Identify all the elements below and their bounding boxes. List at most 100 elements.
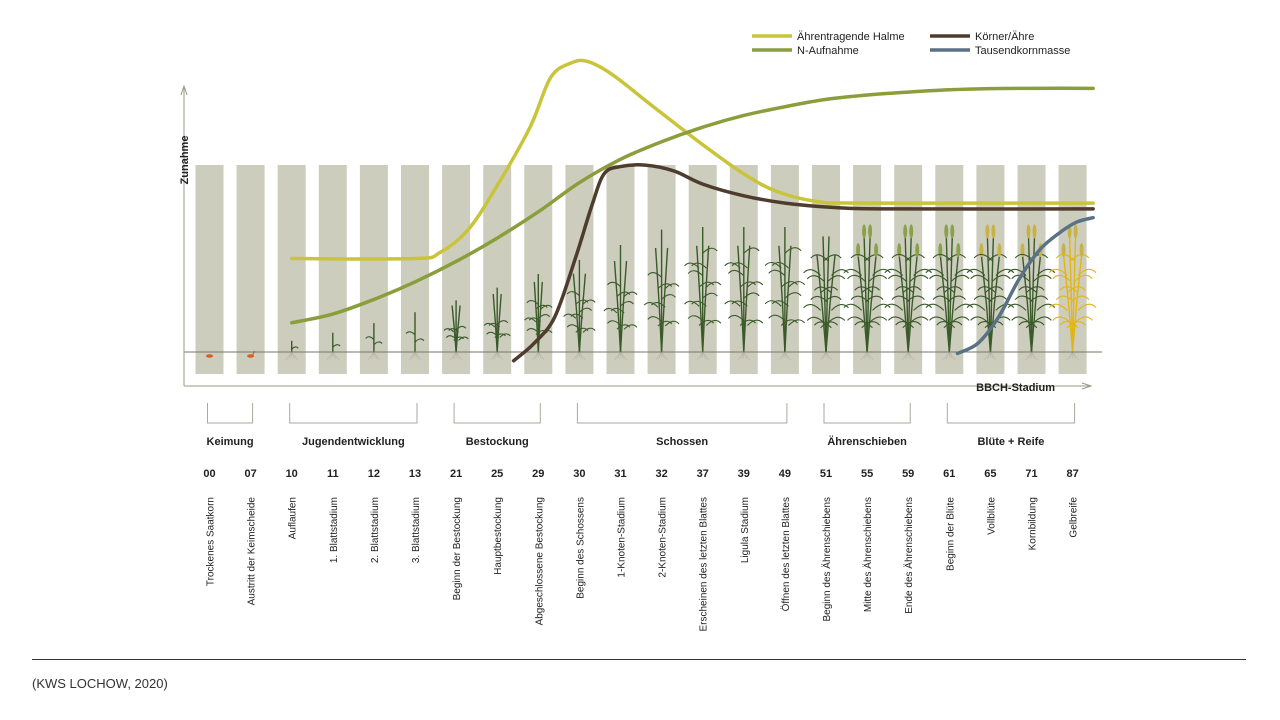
- plant-icon-13: [405, 312, 425, 361]
- footer-divider: [32, 659, 1246, 660]
- bbch-code-51: 51: [820, 468, 832, 480]
- bbch-codes: 00 07 10 11 12 13 21 25 29 30 31 32 37 39 49 51 55 59 61 65…: [203, 468, 1078, 480]
- bbch-code-31: 31: [614, 468, 626, 480]
- phase-label-5: Blüte + Reife: [977, 436, 1044, 448]
- phase-label-0: Keimung: [207, 436, 254, 448]
- bbch-code-12: 12: [368, 468, 380, 480]
- phase-bracket-3: [576, 403, 788, 424]
- plant-icon-39: [724, 227, 764, 361]
- plant-icon-55: [843, 224, 891, 361]
- x-axis-label: BBCH-Stadium: [976, 382, 1055, 394]
- legend-label-tausendkornmasse: Tausendkornmasse: [975, 45, 1070, 57]
- stage-name-29: Abgeschlossene Bestockung: [534, 497, 545, 625]
- stage-bar-00: [195, 165, 224, 374]
- phase-bracket-0: [207, 403, 254, 424]
- bbch-code-87: 87: [1066, 468, 1078, 480]
- bbch-code-59: 59: [902, 468, 914, 480]
- phase-bracket-1: [289, 403, 418, 424]
- bbch-code-29: 29: [532, 468, 544, 480]
- y-axis-arrow-icon: [180, 84, 188, 96]
- stage-name-31: 1-Knoten-Stadium: [617, 497, 628, 578]
- stage-name-37: Erscheinen des letzten Blattes: [699, 497, 710, 632]
- curve-ahrentragende-halme: [289, 58, 1095, 261]
- growth-stage-chart: Zunahme BBCH-Stadium Ährentragende Halme…: [179, 31, 1102, 632]
- plant-icon-71: [1007, 224, 1056, 361]
- stage-bar-07: [236, 165, 265, 374]
- bbch-code-00: 00: [203, 468, 215, 480]
- plant-icon-59: [884, 224, 933, 361]
- plant-icon-30: [563, 259, 596, 361]
- legend: Ährentragende Halme N-Aufnahme Körner/Ähre…: [752, 31, 1070, 57]
- stage-name-25: Hauptbestockung: [493, 497, 504, 575]
- plant-icon-25: [483, 287, 511, 361]
- plant-icon-21: [443, 300, 469, 361]
- curve-tausendkornmasse: [955, 215, 1095, 356]
- bbch-code-13: 13: [409, 468, 421, 480]
- x-axis-arrow-icon: [1081, 382, 1093, 390]
- bbch-code-61: 61: [943, 468, 955, 480]
- stage-name-71: Kornbildung: [1028, 497, 1039, 550]
- stage-name-07: Austritt der Keimscheide: [247, 497, 258, 606]
- bbch-code-10: 10: [286, 468, 298, 480]
- stage-name-00: Trockenes Saatkorn: [206, 497, 217, 586]
- bbch-code-32: 32: [655, 468, 667, 480]
- plant-icon-87: [1048, 224, 1097, 361]
- stage-name-51: Beginn des Ährenschiebens: [821, 497, 833, 622]
- stage-name-65: Vollblüte: [986, 497, 997, 535]
- phase-label-4: Ährenschieben: [827, 435, 907, 448]
- legend-label-n-aufnahme: N-Aufnahme: [797, 45, 859, 57]
- plant-icon-31: [603, 245, 638, 361]
- y-axis-label: Zunahme: [179, 136, 191, 185]
- legend-label-ahrentragende-halme: Ährentragende Halme: [797, 31, 905, 43]
- plant-icon-51: [803, 236, 849, 361]
- curve-n-aufnahme: [289, 86, 1095, 325]
- phase-label-1: Jugendentwicklung: [302, 436, 405, 448]
- plant-icon-37: [684, 227, 722, 361]
- bbch-code-25: 25: [491, 468, 503, 480]
- legend-label-korner-ahre: Körner/Ähre: [975, 31, 1034, 43]
- phase-label-3: Schossen: [656, 436, 708, 448]
- stage-name-55: Mitte des Ährenschiebens: [862, 497, 874, 612]
- stage-name-21: Beginn der Bestockung: [452, 497, 463, 600]
- bbch-code-55: 55: [861, 468, 873, 480]
- stage-name-30: Beginn des Schossens: [575, 497, 586, 599]
- bbch-code-65: 65: [984, 468, 996, 480]
- stage-name-10: Auflaufen: [288, 497, 299, 539]
- bbch-code-71: 71: [1025, 468, 1037, 480]
- bbch-code-21: 21: [450, 468, 462, 480]
- phase-brackets: Keimung Jugendentwicklung Bestockung Schoss…: [207, 403, 1076, 448]
- bbch-code-39: 39: [738, 468, 750, 480]
- plant-icon-00: [206, 354, 213, 358]
- stage-name-87: Gelbreife: [1069, 497, 1080, 538]
- bbch-code-49: 49: [779, 468, 791, 480]
- plant-icon-49: [764, 227, 806, 361]
- stage-name-39: Ligula Stadium: [740, 497, 751, 563]
- stage-bar-10: [277, 165, 306, 374]
- axes: Zunahme BBCH-Stadium: [179, 84, 1093, 394]
- bbch-code-37: 37: [697, 468, 709, 480]
- phase-bracket-4: [823, 403, 911, 424]
- plant-icon-10: [285, 340, 299, 361]
- phase-bracket-2: [453, 403, 541, 424]
- phase-bracket-5: [946, 403, 1076, 424]
- plant-icon-65: [966, 224, 1015, 361]
- stage-bars: [195, 165, 1087, 374]
- plant-icon-11: [326, 332, 341, 361]
- stage-name-49: Öffnen des letzten Blattes: [780, 497, 792, 611]
- stage-name-32: 2-Knoten-Stadium: [658, 497, 669, 578]
- plant-illustrations: [206, 224, 1097, 361]
- stage-name-13: 3. Blattstadium: [411, 497, 422, 563]
- plant-icon-12: [365, 323, 383, 361]
- stage-name-12: 2. Blattstadium: [370, 497, 381, 563]
- bbch-code-30: 30: [573, 468, 585, 480]
- stage-name-61: Beginn der Blüte: [945, 497, 956, 571]
- plant-icon-61: [925, 224, 974, 361]
- phase-label-2: Bestockung: [466, 436, 529, 448]
- stage-name-11: 1. Blattstadium: [329, 497, 340, 563]
- curve-korner-ahre: [511, 163, 1095, 363]
- bbch-code-07: 07: [244, 468, 256, 480]
- stage-name-59: Ende des Ährenschiebens: [903, 497, 915, 614]
- stage-names: Trockenes Saatkorn Austritt der Keimschei…: [206, 497, 1080, 632]
- bbch-code-11: 11: [327, 468, 339, 480]
- source-citation: (KWS LOCHOW, 2020): [32, 676, 168, 691]
